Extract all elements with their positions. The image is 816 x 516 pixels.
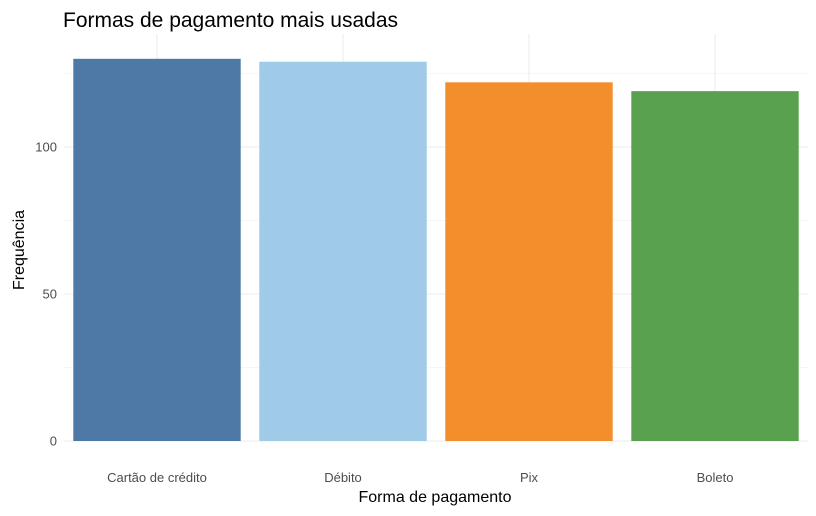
y-axis-title: Frequência — [11, 210, 28, 290]
x-tick-label: Cartão de crédito — [107, 470, 207, 485]
bar — [259, 61, 427, 442]
bars — [73, 58, 799, 442]
x-tick-label: Débito — [324, 470, 362, 485]
y-axis-ticks: 0 50 100 — [35, 140, 57, 449]
chart-title: Formas de pagamento mais usadas — [63, 9, 398, 32]
bar — [73, 58, 241, 442]
x-axis-title: Forma de pagamento — [359, 489, 512, 506]
y-tick-label: 50 — [43, 287, 57, 302]
x-axis-ticks: Cartão de crédito Débito Pix Boleto — [107, 470, 733, 485]
bar — [631, 91, 799, 441]
x-tick-label: Pix — [520, 470, 539, 485]
y-tick-label: 100 — [35, 140, 57, 155]
x-tick-label: Boleto — [697, 470, 734, 485]
y-tick-label: 0 — [50, 434, 57, 449]
bar — [445, 82, 613, 441]
